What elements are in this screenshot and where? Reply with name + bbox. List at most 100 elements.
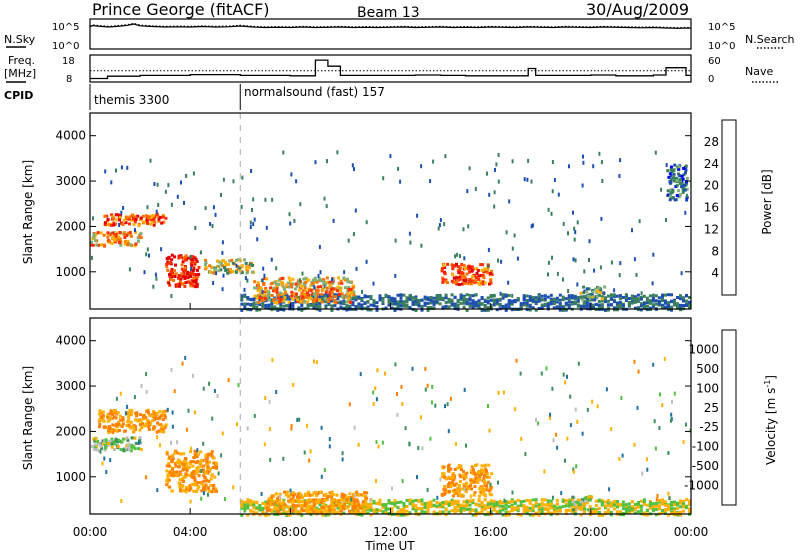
power-cell	[125, 234, 128, 238]
velocity-cell	[453, 491, 457, 495]
power-cell	[486, 171, 488, 176]
velocity-cell	[442, 472, 446, 476]
velocity-cell	[133, 395, 136, 400]
power-cell	[326, 293, 329, 298]
velocity-cell	[276, 504, 280, 508]
velocity-cell	[119, 391, 122, 396]
power-cell	[273, 280, 277, 284]
velocity-cell	[654, 502, 658, 505]
velocity-cell	[465, 443, 467, 448]
velocity-cell	[507, 513, 511, 517]
power-cell	[331, 277, 334, 282]
velocity-cell	[328, 437, 331, 441]
velocity-cell	[300, 513, 304, 517]
power-cell	[247, 266, 251, 270]
power-cell	[283, 288, 286, 291]
time-x-axis: 00:00 04:00 08:00 12:00 16:00 20:00 00:00	[73, 303, 708, 539]
velocity-cell	[587, 495, 590, 499]
power-cell	[192, 267, 196, 271]
power-cell	[108, 233, 112, 237]
velocity-cell	[444, 404, 446, 409]
power-cell	[581, 183, 584, 188]
power-cell	[221, 240, 224, 245]
velocity-y-label: Slant Range [km]	[21, 366, 35, 470]
velocity-cell	[185, 427, 188, 432]
velocity-cell	[417, 506, 421, 510]
velocity-cell	[321, 500, 325, 504]
velocity-colorbar-label-sup: -1	[763, 380, 772, 388]
power-cell	[673, 163, 677, 167]
velocity-cell	[564, 499, 568, 503]
power-cell	[390, 300, 394, 304]
velocity-cell	[128, 444, 132, 448]
velocity-cell	[359, 372, 362, 377]
power-cell	[443, 266, 447, 270]
velocity-cell	[564, 508, 568, 512]
velocity-cell	[507, 500, 511, 504]
power-cell	[346, 292, 350, 296]
velocity-cell	[477, 499, 481, 503]
power-cell	[676, 302, 679, 306]
velocity-cell	[140, 426, 144, 429]
power-cell	[110, 213, 114, 217]
velocity-cell	[240, 504, 244, 508]
power-cell	[337, 281, 341, 285]
velocity-cell	[366, 511, 370, 515]
power-cell	[318, 308, 322, 312]
power-cell	[339, 279, 343, 283]
velocity-cell	[92, 437, 96, 441]
velocity-cell	[196, 452, 200, 456]
velocity-cell	[573, 500, 577, 504]
velocity-cell	[657, 504, 661, 508]
power-cell	[204, 258, 207, 262]
power-cell	[177, 256, 181, 260]
power-cell	[324, 304, 328, 308]
velocity-cell	[502, 390, 505, 395]
velocity-cell	[657, 500, 661, 504]
velocity-cell	[101, 461, 104, 466]
velocity-cell	[364, 498, 368, 502]
velocity-cell	[137, 440, 140, 445]
power-cell	[173, 255, 177, 259]
velocity-cell	[537, 510, 541, 513]
velocity-cell	[471, 508, 475, 512]
velocity-cell	[486, 506, 490, 510]
power-cell	[526, 177, 529, 182]
velocity-cell	[355, 499, 359, 503]
velocity-cell	[472, 471, 476, 475]
power-cell	[336, 297, 340, 301]
velocity-cell	[298, 491, 302, 495]
velocity-cell	[290, 426, 293, 431]
velocity-cell	[249, 499, 253, 503]
velocity-cell	[201, 480, 205, 484]
power-cell	[482, 270, 486, 274]
velocity-cell	[661, 403, 664, 408]
velocity-cell	[646, 457, 649, 462]
velocity-cell	[465, 502, 469, 506]
velocity-cell	[279, 508, 283, 511]
power-cell	[270, 299, 274, 303]
velocity-cell	[621, 507, 625, 511]
velocity-cell	[193, 480, 197, 484]
power-cell	[178, 282, 182, 286]
velocity-cell	[459, 507, 463, 511]
velocity-cell	[393, 499, 397, 503]
power-cell	[456, 300, 460, 304]
power-cell	[579, 304, 583, 308]
velocity-cell	[110, 445, 114, 449]
velocity-cell	[190, 471, 194, 475]
power-cell	[664, 301, 667, 305]
power-cell	[309, 289, 313, 293]
velocity-cell	[300, 507, 304, 511]
velocity-cell	[267, 508, 271, 512]
velocity-cell	[326, 510, 330, 514]
power-cell	[673, 198, 677, 202]
power-cell	[220, 262, 224, 266]
power-cell	[423, 295, 427, 299]
velocity-cell	[136, 419, 140, 423]
velocity-cell	[126, 438, 130, 442]
velocity-cell	[475, 472, 479, 476]
power-cell	[599, 291, 603, 295]
